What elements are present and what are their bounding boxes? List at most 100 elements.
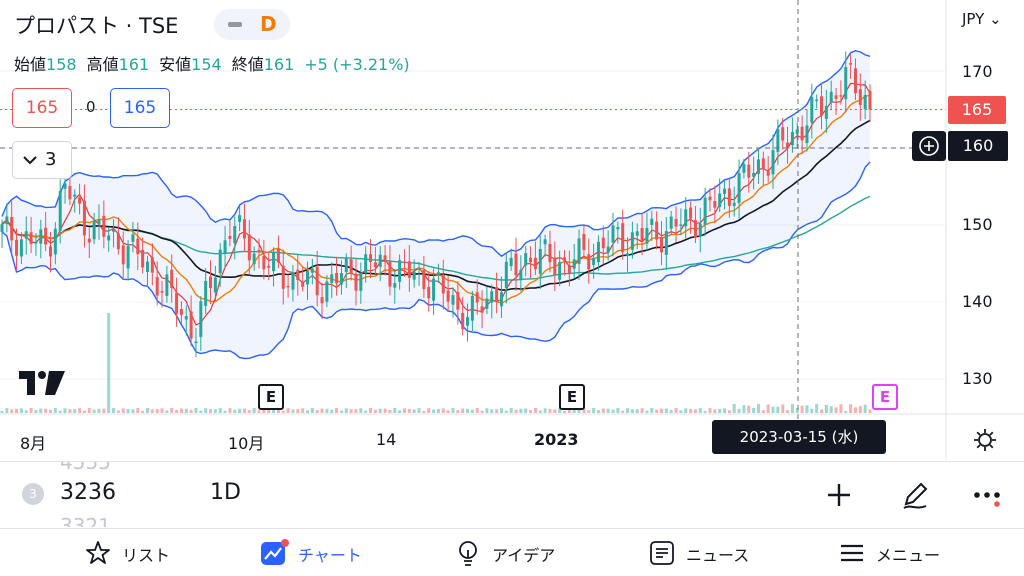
bottom-nav: リスト チャート アイデア ニュース メニュー — [0, 528, 1024, 576]
symbol-code[interactable]: 3236 — [60, 480, 116, 505]
volume-bar — [577, 408, 581, 413]
candle-body — [34, 242, 38, 244]
volume-bar — [378, 408, 382, 413]
volume-bar — [204, 408, 208, 413]
volume-bar — [509, 408, 513, 413]
indicators-toggle[interactable]: 3 — [12, 141, 72, 179]
candle-body — [436, 272, 440, 276]
earnings-marker-upcoming[interactable]: E — [872, 384, 898, 410]
candle-body — [305, 270, 310, 285]
volume-bar — [301, 408, 305, 413]
volume-bar — [199, 410, 203, 413]
candle-body — [373, 262, 377, 268]
volume-bar — [820, 409, 824, 413]
sell-button[interactable]: 165 — [12, 88, 72, 128]
candle-body — [781, 127, 785, 141]
volume-bar — [824, 404, 828, 413]
volume-bar — [868, 409, 872, 413]
interval-selector[interactable]: 1D — [210, 480, 241, 505]
candle-body — [606, 246, 610, 253]
earnings-marker[interactable]: E — [559, 384, 585, 410]
candle-body — [849, 63, 853, 65]
candle-body — [296, 269, 300, 281]
volume-bar — [116, 410, 120, 413]
candle-body — [63, 183, 67, 189]
draw-pen-icon[interactable] — [898, 480, 932, 510]
candle-body — [262, 255, 266, 270]
bollinger-upper — [1, 49, 871, 258]
volume-bar — [446, 410, 450, 413]
price-chart[interactable] — [0, 0, 1024, 460]
candle-body — [863, 94, 867, 110]
symbol-title[interactable]: プロパスト · TSE — [14, 14, 179, 38]
candle-body — [369, 254, 373, 262]
timeframe-toggle[interactable]: D — [214, 9, 290, 40]
candle-body — [868, 90, 872, 110]
candle-body — [669, 216, 673, 229]
ma-red — [1, 82, 871, 326]
nav-label: メニュー — [876, 546, 941, 565]
buy-button[interactable]: 165 — [110, 88, 170, 128]
volume-bar — [422, 410, 426, 413]
candle-body — [238, 215, 242, 222]
candle-body — [543, 239, 547, 245]
volume-bar — [257, 410, 261, 413]
more-dots-icon[interactable] — [970, 480, 1004, 510]
volume-bar — [228, 408, 232, 413]
candle-body — [538, 248, 542, 274]
settings-gear-icon[interactable] — [970, 425, 1000, 455]
ghost-symbol: 3321 — [60, 514, 111, 527]
candle-body — [703, 197, 707, 225]
chevron-down-icon — [23, 156, 37, 165]
volume-bar — [650, 408, 654, 413]
candle-body — [587, 254, 591, 270]
candle-body — [732, 202, 736, 206]
volume-bar — [776, 406, 780, 413]
volume-bar — [786, 410, 790, 413]
volume-bar — [596, 410, 600, 413]
candle-body — [533, 257, 537, 270]
volume-bar — [679, 410, 683, 413]
symbol-bar: 4555 3321 3 3236 1D — [0, 461, 1024, 527]
volume-bar — [349, 409, 353, 413]
volume-bar — [684, 408, 688, 413]
candle-body — [664, 231, 668, 255]
candle-body — [121, 245, 125, 265]
candle-body — [427, 286, 431, 299]
candle-body — [752, 172, 756, 177]
candle-body — [504, 261, 508, 288]
volume-bar — [432, 409, 436, 413]
volume-bar — [708, 408, 712, 413]
candle-body — [592, 258, 596, 266]
candle-body — [456, 291, 460, 310]
volume-bar — [29, 408, 33, 413]
candle-body — [82, 200, 86, 236]
volume-bar — [223, 410, 227, 413]
volume-bar — [737, 408, 741, 413]
currency-selector[interactable]: JPY ⌄ — [962, 10, 1002, 28]
close-value: 161 — [263, 55, 295, 74]
candle-body — [422, 270, 426, 290]
currency-label: JPY — [962, 10, 985, 28]
volume-bar — [373, 409, 377, 413]
add-alert-button[interactable] — [912, 131, 946, 161]
volume-bar — [495, 409, 499, 413]
candle-body — [708, 196, 712, 201]
volume-bar — [427, 408, 431, 413]
volume-bar — [752, 408, 756, 413]
low-value: 154 — [191, 55, 222, 74]
candle-body — [582, 234, 586, 250]
volume-bar — [296, 408, 300, 413]
volume-bar — [175, 410, 179, 413]
volume-bar — [727, 410, 731, 413]
y-tick-label: 150 — [962, 215, 993, 234]
candle-body — [601, 237, 605, 249]
add-plus-icon[interactable] — [822, 480, 856, 510]
volume-bar — [548, 408, 552, 413]
candle-body — [621, 223, 625, 253]
earnings-marker[interactable]: E — [258, 384, 284, 410]
volume-bar — [141, 410, 145, 413]
candle-body — [548, 243, 552, 263]
volume-bar — [805, 405, 809, 413]
volume-bar — [107, 313, 111, 413]
